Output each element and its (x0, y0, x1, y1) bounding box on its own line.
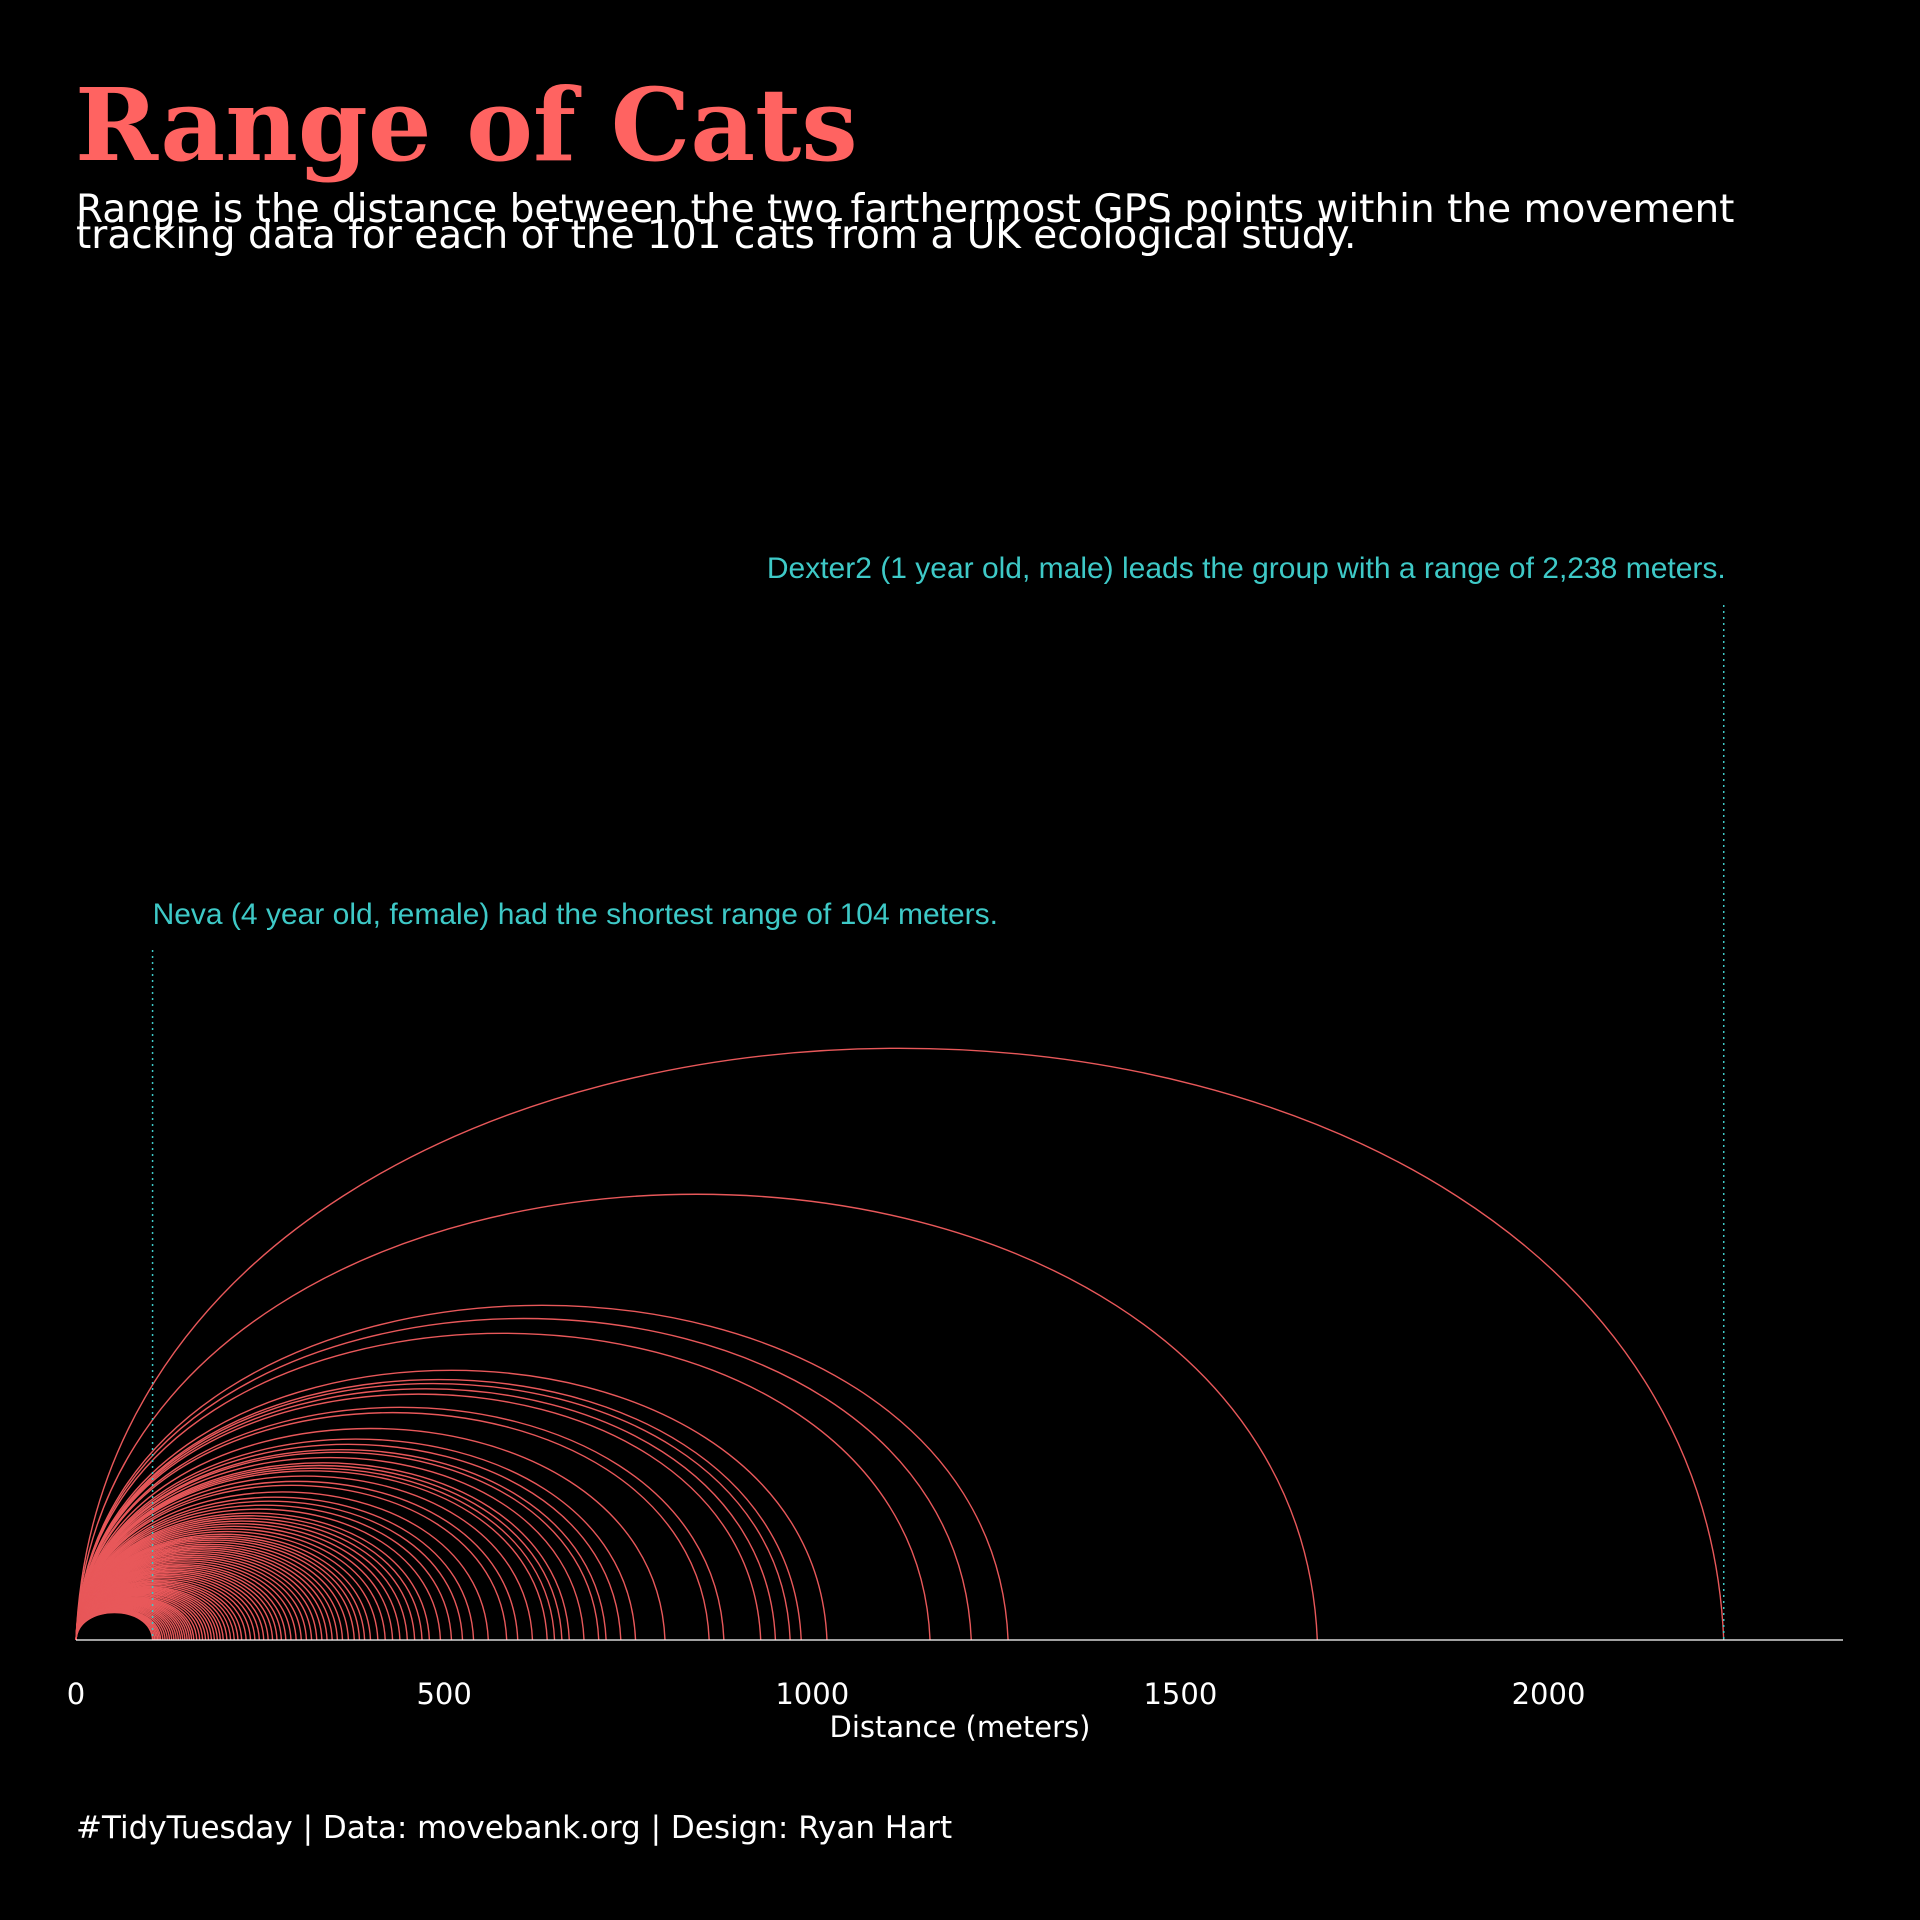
cat-range-arc (75, 1047, 1725, 1641)
annotation-text: Dexter2 (1 year old, male) leads the gro… (767, 552, 1726, 585)
chart-subtitle-line-2: tracking data for each of the 101 cats f… (76, 213, 1356, 258)
chart-title: Range of Cats (75, 66, 858, 184)
cat-range-arc (75, 1317, 972, 1641)
annotation-text: Neva (4 year old, female) had the shorte… (153, 898, 998, 931)
annotations-layer: Dexter2 (1 year old, male) leads the gro… (151, 552, 1726, 1640)
x-axis-ticks: 0 500 1000 1500 2000 (67, 1677, 1586, 1711)
chart-subtitle-line-1: Range is the distance between the two fa… (76, 187, 1734, 232)
arcs-layer (75, 1047, 1725, 1641)
cat-range-arc (75, 1484, 508, 1641)
caption: #TidyTuesday | Data: movebank.org | Desi… (76, 1810, 952, 1846)
x-tick-label: 1500 (1143, 1677, 1217, 1711)
x-axis-label: Distance (meters) (830, 1710, 1091, 1744)
cat-range-arc (75, 1193, 1319, 1641)
cat-range-arc (75, 1427, 666, 1641)
x-tick-label: 500 (416, 1677, 471, 1711)
cat-range-arc (75, 1304, 1009, 1641)
x-tick-label: 1000 (775, 1677, 849, 1711)
cat-range-arc (75, 1412, 710, 1641)
x-tick-label: 2000 (1512, 1677, 1586, 1711)
x-tick-label: 0 (67, 1677, 85, 1711)
cat-range-arc (75, 1332, 931, 1641)
cat-range-arc (75, 1611, 154, 1641)
cat-range-arc (75, 1369, 828, 1641)
cat-range-arc (75, 1393, 762, 1641)
